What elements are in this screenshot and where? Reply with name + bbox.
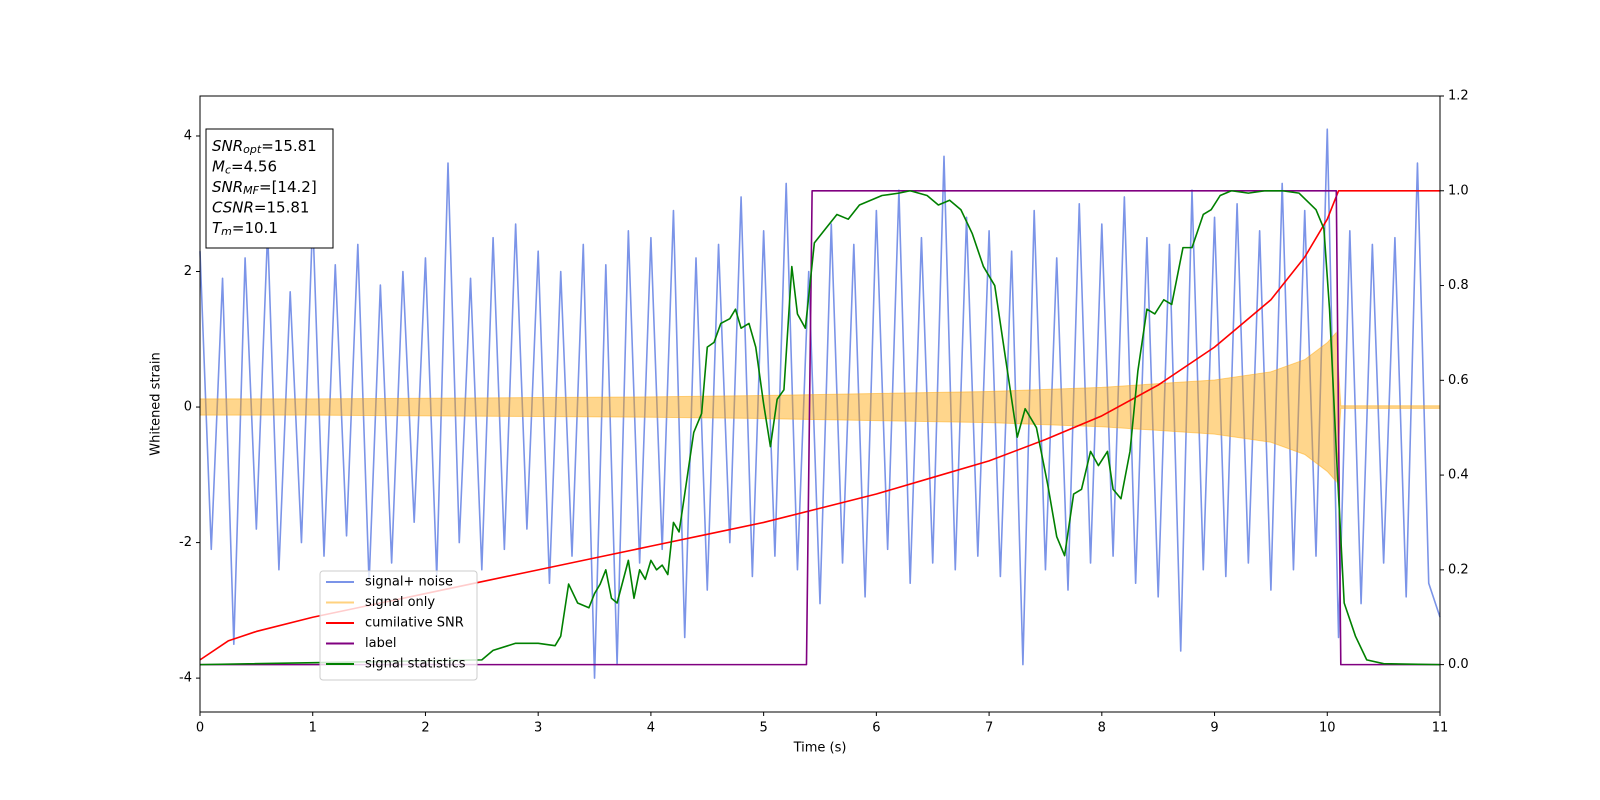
y2-tick-label: 0.0 (1448, 657, 1469, 672)
x-tick-label: 9 (1210, 721, 1218, 736)
annotation-box: SNRopt=15.81Mc=4.56SNRMF=[14.2]CSNR=15.8… (205, 128, 334, 249)
y2-tick-label: 1.0 (1448, 183, 1469, 198)
annotation-value: =[14.2] (259, 178, 317, 196)
x-tick-label: 5 (759, 721, 767, 736)
legend-label: label (365, 636, 396, 651)
x-axis-label: Time (s) (793, 741, 847, 756)
legend-label: signal statistics (365, 657, 466, 672)
x-tick-label: 6 (872, 721, 880, 736)
y2-tick-label: 0.6 (1448, 373, 1469, 388)
y-tick-label: -4 (179, 671, 192, 686)
annotation-value: =4.56 (231, 157, 277, 175)
x-tick-label: 3 (534, 721, 542, 736)
signal-band (199, 331, 1441, 483)
y2-tick-label: 0.4 (1448, 468, 1469, 483)
series-line (199, 189, 1441, 666)
annotation-subscript: MF (243, 184, 259, 197)
x-tick-label: 11 (1432, 721, 1449, 736)
annotation: SNRopt=15.81 (212, 137, 317, 157)
annotation-subscript: m (221, 225, 232, 238)
y2-tick-label: 1.2 (1448, 89, 1469, 104)
annotation-subscript: c (225, 164, 231, 177)
axes-frame (199, 95, 1441, 713)
legend-label: signal only (365, 595, 435, 610)
y2-tick-label: 0.2 (1448, 562, 1469, 577)
annotation-value: =15.81 (261, 137, 317, 155)
y-tick-label: -2 (179, 535, 192, 550)
x-tick-label: 2 (421, 721, 429, 736)
x-tick-label: 4 (647, 721, 655, 736)
annotation-symbol: T (212, 219, 223, 237)
y-axis-label: Whitened strain (149, 352, 164, 455)
annotation-symbol: SNR (212, 178, 243, 196)
x-tick-label: 7 (985, 721, 993, 736)
x-tick-label: 1 (309, 721, 317, 736)
series-line (200, 189, 1440, 666)
annotation-symbol: M (212, 157, 225, 175)
legend-label: signal+ noise (365, 575, 453, 590)
annotation: CSNR=15.81 (212, 198, 309, 216)
annotation-symbol: SNR (212, 137, 243, 155)
y-tick-label: 4 (184, 128, 192, 143)
series-line (199, 128, 1441, 679)
legend-frame (319, 570, 478, 681)
annotation: Mc=4.56 (212, 157, 277, 177)
y-tick-label: 0 (184, 400, 192, 415)
legend: signal+ noise signal only cumilative SNR la… (319, 570, 478, 681)
annotation-subscript: opt (243, 143, 262, 156)
y-tick-label: 2 (184, 264, 192, 279)
annotation-frame (205, 128, 334, 249)
annotation: SNRMF=[14.2] (212, 178, 317, 198)
legend-label: cumilative SNR (365, 616, 464, 631)
annotation-symbol: CSNR (212, 198, 254, 216)
x-tick-label: 10 (1319, 721, 1336, 736)
x-tick-label: 8 (1098, 721, 1106, 736)
annotation-value: =15.81 (254, 198, 310, 216)
annotation: Tm=10.1 (212, 219, 278, 239)
x-tick-label: 0 (196, 721, 204, 736)
annotation-value: =10.1 (232, 219, 278, 237)
y2-tick-label: 0.8 (1448, 278, 1469, 293)
